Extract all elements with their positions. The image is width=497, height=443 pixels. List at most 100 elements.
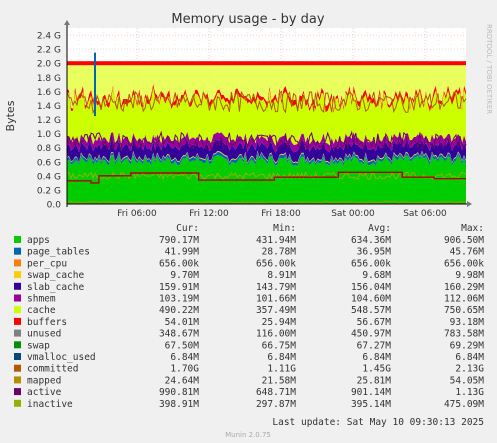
legend-swatch [14, 341, 21, 349]
legend-swatch [14, 271, 21, 279]
x-tick-label: Sat 06:00 [403, 209, 447, 219]
y-tick-label: 1.4 G [37, 102, 61, 112]
axes [64, 20, 472, 207]
legend-avg: 901.14M [351, 387, 391, 398]
legend-swatch [14, 294, 21, 302]
legend-max: 9.98M [455, 270, 484, 281]
legend-min: 101.66M [256, 294, 296, 305]
legend-max: 656.00k [444, 258, 484, 269]
legend-swatch [14, 329, 21, 337]
x-tick-label: Sat 00:00 [331, 209, 375, 219]
legend-cur: 790.17M [159, 235, 199, 246]
legend-max: 6.84M [455, 352, 484, 363]
y-tick-label: 0.6 G [37, 158, 61, 168]
legend-max: 54.05M [450, 375, 485, 386]
legend-min: 6.84M [267, 352, 296, 363]
legend-swatch [14, 376, 21, 384]
y-axis-label: Bytes [4, 100, 17, 131]
legend-name: unused [27, 329, 61, 340]
legend-name: swap_cache [27, 270, 84, 281]
y-tick-label: 1.2 G [37, 116, 61, 126]
legend-avg: 656.00k [351, 258, 391, 269]
legend-min: 431.94M [256, 235, 296, 246]
area-unused [67, 63, 466, 111]
area-apps [67, 154, 466, 204]
legend-swatch [14, 388, 21, 396]
legend-cur: 67.50M [165, 340, 200, 351]
y-tick-label: 2.2 G [37, 46, 61, 56]
legend-swatch [14, 353, 21, 360]
legend-cur: 54.01M [165, 317, 200, 328]
legend-min: 297.87M [256, 399, 296, 410]
legend-min: 648.71M [256, 387, 296, 398]
legend-min: 357.49M [256, 305, 296, 316]
legend-name: cache [27, 305, 56, 316]
legend-swatch [14, 259, 21, 267]
col-header-cur: Cur: [176, 223, 199, 234]
legend-max: 1.13G [455, 387, 484, 398]
legend-swatch [14, 364, 21, 372]
y-tick-label: 2.0 G [37, 60, 61, 70]
y-tick-labels: 0.0 0.2 G 0.4 G 0.6 G 0.8 G 1.0 G 1.2 G 1.4 G 1.… [37, 32, 61, 211]
x-tick-label: Fri 06:00 [117, 209, 157, 219]
legend-name: active [27, 387, 62, 398]
footer-version: Munin 2.0.75 [225, 431, 271, 439]
legend-cur: 6.84M [170, 352, 199, 363]
legend-avg: 450.97M [351, 329, 391, 340]
y-tick-label: 0.2 G [37, 186, 61, 196]
legend-swatch [14, 317, 21, 325]
y-axis-arrow [64, 20, 70, 25]
legend-swatch [14, 306, 21, 314]
legend-name: committed [27, 364, 78, 375]
stacked-areas [67, 63, 466, 204]
line-swap-total [67, 61, 466, 66]
line-active [66, 130, 467, 151]
col-header-min: Min: [273, 223, 296, 234]
chart-title: Memory usage - by day [171, 12, 324, 27]
legend-name: swap [27, 340, 50, 351]
area-cache [67, 86, 466, 146]
y-tick-label: 0.0 [47, 201, 62, 211]
legend-avg: 395.14M [351, 399, 391, 410]
legend-avg: 56.67M [357, 317, 392, 328]
legend-cur: 348.67M [159, 329, 199, 340]
legend-min: 21.58M [262, 375, 297, 386]
legend-cur: 159.91M [159, 282, 199, 293]
legend-swatch [14, 399, 21, 407]
legend-min: 656.00k [256, 258, 296, 269]
legend-min: 66.75M [262, 340, 297, 351]
legend-avg: 104.60M [351, 294, 391, 305]
line-swap [67, 171, 466, 184]
legend-max: 69.29M [450, 340, 485, 351]
legend-cur: 990.81M [159, 387, 199, 398]
area-slab_cache [67, 139, 466, 163]
y-tick-label: 1.0 G [37, 130, 61, 140]
legend-min: 1.11G [267, 364, 296, 375]
legend-name: inactive [27, 399, 73, 410]
legend-max: 906.50M [444, 235, 484, 246]
legend-max: 160.29M [444, 282, 484, 293]
x-tick-label: Fri 12:00 [189, 209, 229, 219]
legend-max: 750.65M [444, 305, 484, 316]
legend-name: shmem [27, 294, 56, 305]
col-header-max: Max: [461, 223, 484, 234]
legend-avg: 634.36M [351, 235, 391, 246]
y-tick-label: 1.6 G [37, 88, 61, 98]
last-update: Last update: Sat May 10 09:30:13 2025 [272, 417, 484, 428]
legend-name: per_cpu [27, 258, 67, 269]
legend-avg: 548.57M [351, 305, 391, 316]
legend-name: mapped [27, 375, 61, 386]
legend-max: 93.18M [450, 317, 485, 328]
line-mapped [66, 200, 467, 204]
legend-avg: 25.81M [357, 375, 392, 386]
legend-max: 45.76M [450, 247, 485, 258]
legend-table: Cur: Min: Avg: Max: apps 790.17M 431.94M 63… [14, 223, 484, 410]
x-tick-labels: Fri 06:00 Fri 12:00 Fri 18:00 Sat 00:00 Sat … [117, 209, 447, 219]
legend-max: 2.13G [455, 364, 484, 375]
watermark: RRDTOOL / TOBI OETIKER [485, 24, 493, 114]
legend-swatch [14, 282, 21, 290]
legend-min: 116.00M [256, 329, 296, 340]
legend-avg: 156.04M [351, 282, 391, 293]
legend-name: slab_cache [27, 282, 84, 293]
